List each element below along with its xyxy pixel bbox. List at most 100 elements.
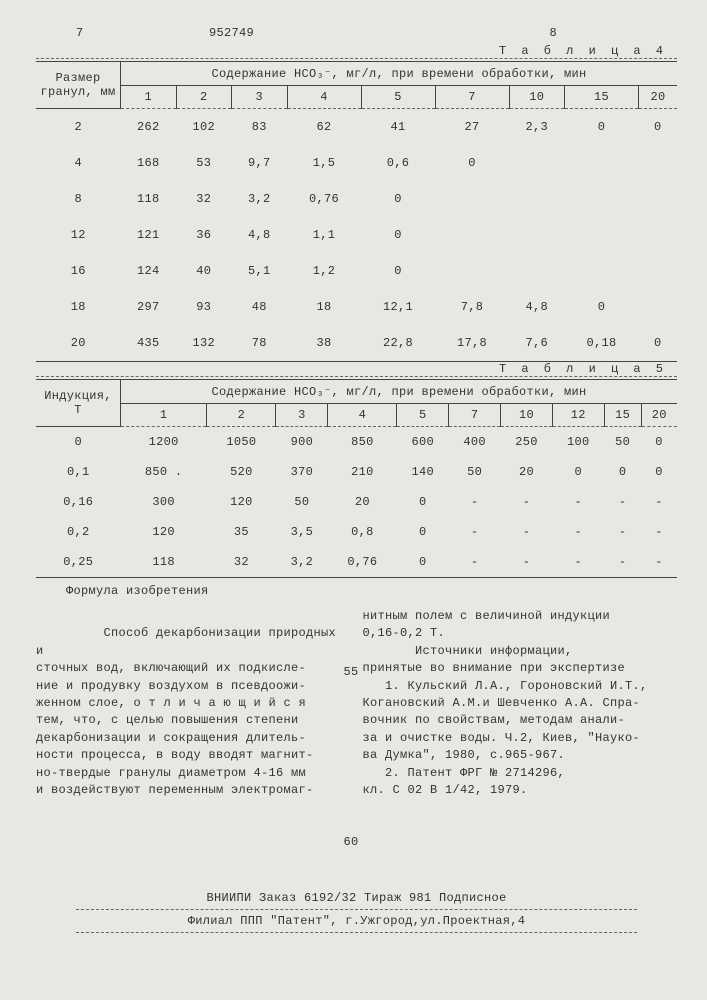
cell: 0: [397, 487, 449, 517]
cell: 0: [435, 145, 509, 181]
cell: 3,2: [276, 547, 328, 577]
table4: Размер гранул, мм Содержание HCO₃⁻, мг/л…: [36, 61, 677, 362]
cell: 120: [121, 517, 207, 547]
cell: 32: [207, 547, 276, 577]
cell: 20: [328, 487, 397, 517]
cell: -: [552, 517, 604, 547]
cell: 0,8: [328, 517, 397, 547]
cell: 140: [397, 457, 449, 487]
cell: -: [552, 547, 604, 577]
cell: 0: [552, 457, 604, 487]
cell: 297: [121, 289, 177, 325]
row-key: 12: [36, 217, 121, 253]
table-row: 1829793481812,17,84,80: [36, 289, 677, 325]
row-key: 0,25: [36, 547, 121, 577]
cell: 2,3: [509, 109, 565, 146]
cell: -: [449, 547, 501, 577]
cell: 850 .: [121, 457, 207, 487]
col-header: 5: [361, 86, 435, 109]
cell: -: [641, 547, 677, 577]
cell: [509, 217, 565, 253]
col-header: 2: [176, 86, 232, 109]
cell: 100: [552, 427, 604, 458]
table-row: 0,1850 .5203702101405020000: [36, 457, 677, 487]
table5: Индукция, Т Содержание HCO₃⁻, мг/л, при …: [36, 379, 677, 578]
row-key: 8: [36, 181, 121, 217]
cell: -: [501, 547, 553, 577]
cell: 1,1: [287, 217, 361, 253]
col-header: 20: [641, 404, 677, 427]
cell: 118: [121, 547, 207, 577]
line-num-55: 55: [343, 664, 358, 681]
cell: 20: [501, 457, 553, 487]
cell: 118: [121, 181, 177, 217]
row-key: 0: [36, 427, 121, 458]
cell: [639, 217, 677, 253]
cell: 0: [361, 181, 435, 217]
cell: 300: [121, 487, 207, 517]
row-key: 0,1: [36, 457, 121, 487]
table-row: 0,2120353,50,80-----: [36, 517, 677, 547]
cell: 435: [121, 325, 177, 361]
cell: 0,18: [565, 325, 639, 361]
col-header: 3: [232, 86, 288, 109]
cell: -: [604, 487, 641, 517]
cell: -: [641, 487, 677, 517]
col-header: 10: [509, 86, 565, 109]
cell: 250: [501, 427, 553, 458]
cell: 40: [176, 253, 232, 289]
cell: 210: [328, 457, 397, 487]
t5-spanhdr: Содержание HCO₃⁻, мг/л, при времени обра…: [121, 380, 678, 404]
row-key: 20: [36, 325, 121, 361]
col-header: 10: [501, 404, 553, 427]
row-key: 18: [36, 289, 121, 325]
footer-line1: ВНИИПИ Заказ 6192/32 Тираж 981 Подписное: [36, 891, 677, 905]
cell: 3,5: [276, 517, 328, 547]
cell: 53: [176, 145, 232, 181]
cell: 9,7: [232, 145, 288, 181]
col-header: 5: [397, 404, 449, 427]
row-key: 0,16: [36, 487, 121, 517]
table4-label: Т а б л и ц а 4: [36, 44, 677, 59]
cell: [639, 181, 677, 217]
cell: 262: [121, 109, 177, 146]
cell: 120: [207, 487, 276, 517]
cell: [435, 181, 509, 217]
col-header: 4: [287, 86, 361, 109]
doc-number: 952749: [209, 26, 254, 40]
cell: 3,2: [232, 181, 288, 217]
cell: [565, 145, 639, 181]
table-row: 16124405,11,20: [36, 253, 677, 289]
cell: 83: [232, 109, 288, 146]
cell: 0: [565, 109, 639, 146]
cell: 124: [121, 253, 177, 289]
cell: 78: [232, 325, 288, 361]
cell: -: [449, 487, 501, 517]
cell: 168: [121, 145, 177, 181]
col-header: 1: [121, 86, 177, 109]
cell: 370: [276, 457, 328, 487]
cell: 0: [397, 547, 449, 577]
col-header: 1: [121, 404, 207, 427]
cell: 50: [449, 457, 501, 487]
col-right-text: нитным полем с величиной индукции 0,16-0…: [363, 608, 678, 851]
page-num-left: 7: [76, 26, 84, 40]
table-row: 8118323,20,760: [36, 181, 677, 217]
cell: 900: [276, 427, 328, 458]
cell: -: [501, 487, 553, 517]
table-row: 2262102836241272,300: [36, 109, 677, 146]
table-row: 012001050900850600400250100500: [36, 427, 677, 458]
cell: 36: [176, 217, 232, 253]
cell: 41: [361, 109, 435, 146]
cell: [639, 145, 677, 181]
cell: 0: [604, 457, 641, 487]
row-key: 16: [36, 253, 121, 289]
cell: -: [501, 517, 553, 547]
table-row: 20435132783822,817,87,60,180: [36, 325, 677, 361]
col-header: 3: [276, 404, 328, 427]
table-row: 0,1630012050200-----: [36, 487, 677, 517]
cell: [565, 253, 639, 289]
footer-line2: Филиал ППП "Патент", г.Ужгород,ул.Проект…: [36, 914, 677, 928]
table5-label: Т а б л и ц а 5: [36, 362, 677, 377]
t4-spanhdr: Содержание HCO₃⁻, мг/л, при времени обра…: [121, 62, 678, 86]
